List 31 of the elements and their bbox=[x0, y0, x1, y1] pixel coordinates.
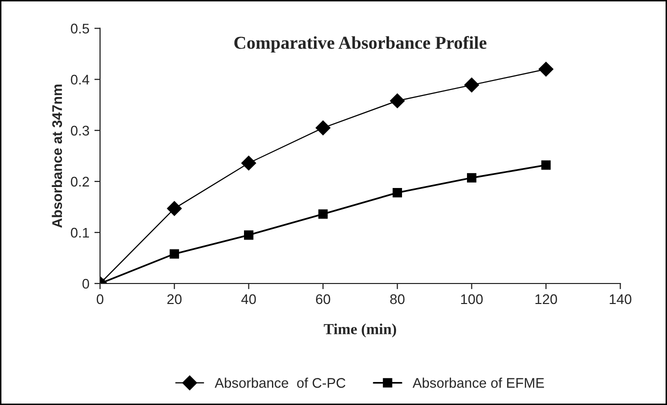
x-tick-label: 120 bbox=[535, 294, 558, 304]
point bbox=[241, 156, 256, 170]
y-tick-label: 0.4 bbox=[70, 74, 90, 85]
y-tick-label: 0.3 bbox=[70, 126, 90, 136]
x-tick-label: 80 bbox=[390, 294, 405, 304]
point bbox=[244, 230, 254, 240]
legend-label: Absorbance of EFME bbox=[412, 378, 544, 388]
point bbox=[166, 201, 182, 216]
y-axis-title: Absorbance at 347nm bbox=[52, 84, 62, 228]
point bbox=[390, 93, 405, 108]
point bbox=[316, 120, 330, 136]
legend-label: Absorbance of C-PC bbox=[214, 378, 346, 388]
point bbox=[170, 249, 180, 259]
x-tick-label: 60 bbox=[316, 294, 330, 304]
y-tick-label: 0.2 bbox=[70, 176, 89, 187]
y-tick-label: 0.1 bbox=[70, 228, 89, 238]
point bbox=[318, 209, 328, 219]
point bbox=[466, 173, 476, 183]
point bbox=[464, 78, 480, 92]
point bbox=[538, 62, 554, 77]
y-tick-label: 0 bbox=[82, 278, 90, 289]
x-tick-label: 0 bbox=[96, 294, 104, 304]
point bbox=[392, 188, 402, 198]
x-tick-label: 20 bbox=[167, 294, 182, 304]
x-tick-label: 40 bbox=[241, 294, 256, 304]
x-tick-label: 100 bbox=[461, 294, 483, 304]
chart-title: Comparative Absorbance Profile bbox=[234, 36, 486, 53]
point bbox=[541, 160, 551, 170]
x-tick-label: 140 bbox=[610, 294, 632, 304]
x-axis-title: Time (min) bbox=[324, 324, 396, 338]
y-tick-label: 0.5 bbox=[70, 24, 90, 34]
